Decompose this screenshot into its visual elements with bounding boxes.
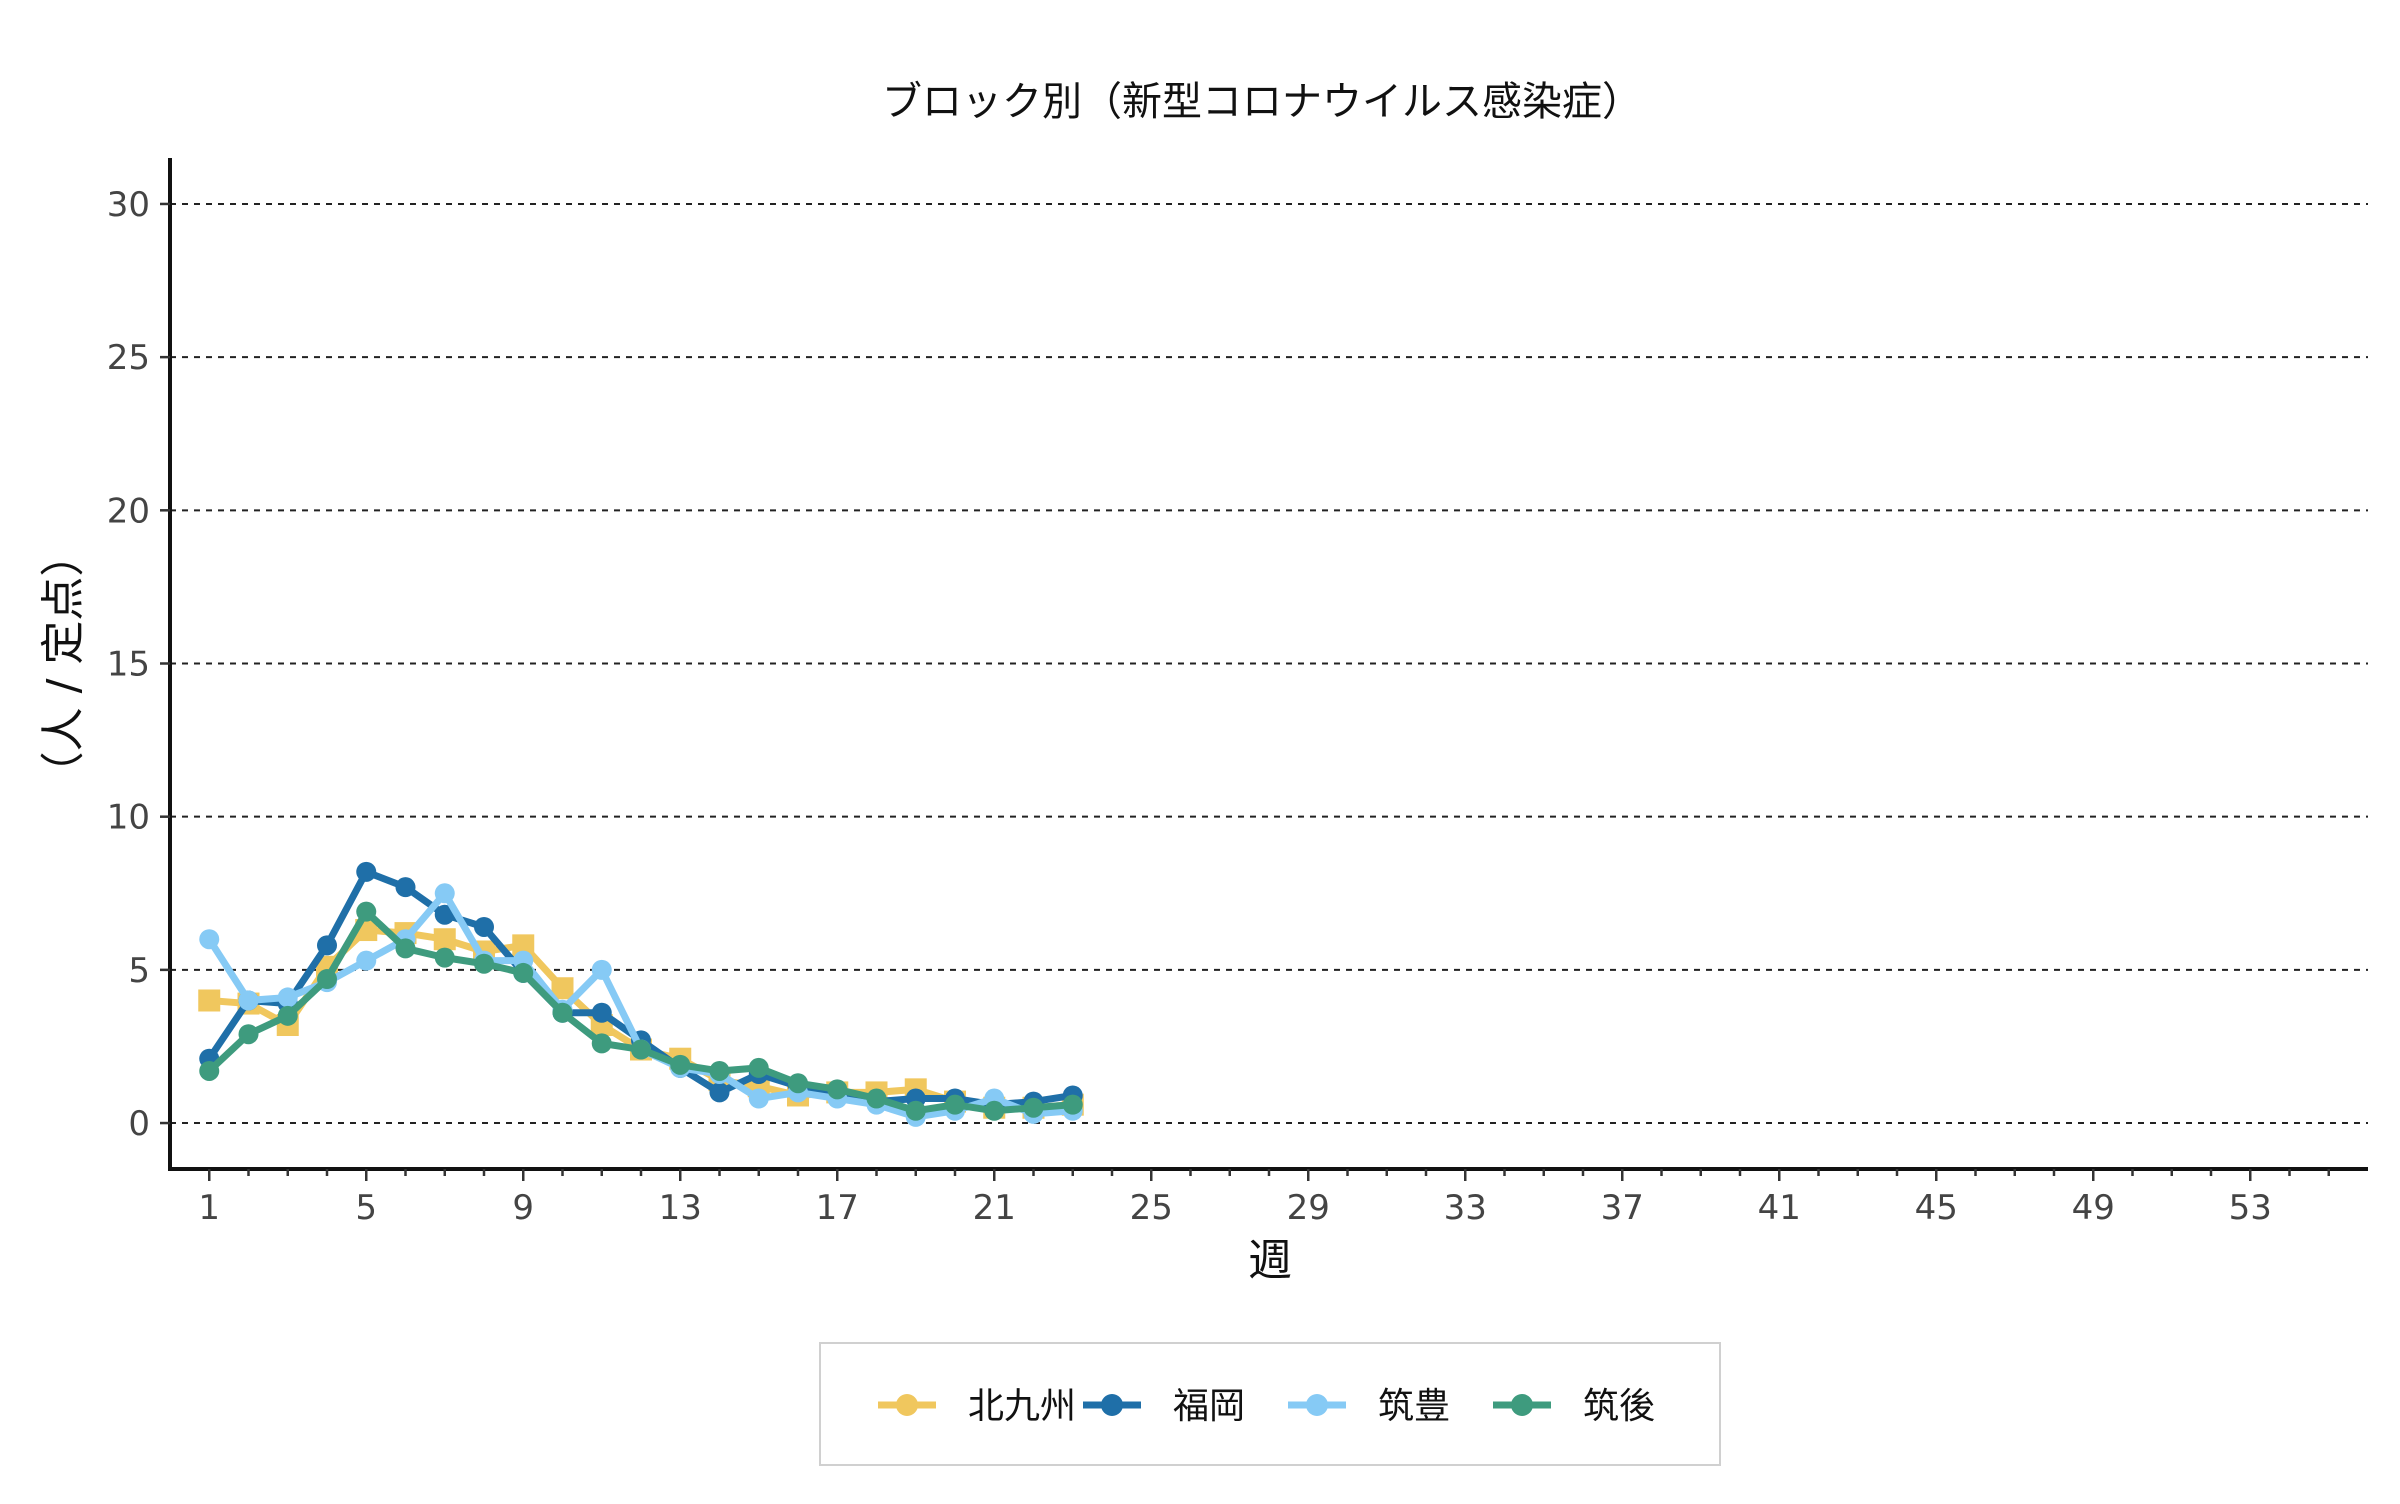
series-line	[205, 868, 1077, 1109]
x-tick-label: 45	[1915, 1188, 1958, 1228]
data-point	[199, 1060, 220, 1081]
data-point	[356, 861, 377, 882]
x-tick-label: 9	[512, 1188, 534, 1228]
data-point	[277, 987, 298, 1008]
data-point	[198, 989, 221, 1012]
y-tick-label: 0	[128, 1104, 150, 1144]
data-point	[474, 953, 494, 974]
data-point	[866, 1088, 887, 1109]
legend-swatch-marker	[896, 1394, 918, 1416]
data-point	[1062, 1094, 1083, 1115]
legend-swatch-marker	[1306, 1394, 1328, 1416]
y-tick-label: 30	[107, 185, 150, 225]
legend-swatch-marker	[1511, 1394, 1533, 1416]
x-tick-label: 41	[1758, 1188, 1801, 1228]
x-tick-label: 29	[1287, 1188, 1330, 1228]
y-tick-label: 15	[107, 645, 150, 685]
x-tick-label: 33	[1444, 1188, 1487, 1228]
y-tick-label: 10	[107, 798, 150, 838]
data-point	[709, 1060, 730, 1081]
x-tick-label: 13	[659, 1188, 702, 1228]
legend-item: 筑後	[1493, 1386, 1655, 1427]
data-point	[317, 935, 337, 956]
x-axis-label: 週	[1248, 1235, 1292, 1286]
data-point	[395, 938, 416, 959]
data-point	[199, 929, 220, 950]
x-tick-label: 37	[1601, 1188, 1644, 1228]
data-point	[748, 1088, 769, 1109]
legend-item: 福岡	[1083, 1386, 1245, 1427]
x-tick-label: 53	[2229, 1188, 2272, 1228]
x-tick-label: 17	[816, 1188, 859, 1228]
data-point	[434, 947, 455, 968]
legend-label: 筑豊	[1378, 1386, 1450, 1427]
data-point	[434, 904, 455, 925]
data-point	[670, 1054, 691, 1075]
legend-item: 筑豊	[1288, 1386, 1450, 1427]
data-point	[1023, 1097, 1044, 1118]
data-point	[434, 883, 455, 904]
data-point	[945, 1094, 965, 1115]
data-point	[317, 969, 337, 990]
legend-item: 北九州	[878, 1386, 1076, 1427]
legend-box	[819, 1342, 1721, 1466]
data-point	[552, 1002, 573, 1023]
x-tick-label: 21	[973, 1188, 1016, 1228]
data-point	[591, 1033, 612, 1054]
data-point	[513, 962, 534, 983]
data-point	[395, 877, 416, 898]
data-point	[238, 1024, 259, 1045]
data-point	[512, 934, 535, 957]
x-tick-label: 25	[1130, 1188, 1173, 1228]
data-point	[631, 1039, 651, 1060]
data-point	[433, 928, 456, 951]
data-point	[277, 1005, 298, 1026]
data-point	[591, 1002, 612, 1023]
y-tick-label: 25	[107, 338, 150, 378]
data-point	[356, 950, 377, 971]
data-point	[905, 1100, 926, 1121]
legend-swatch-marker	[1101, 1394, 1123, 1416]
data-point	[788, 1073, 808, 1094]
x-tick-label: 5	[355, 1188, 377, 1228]
chart-title: ブロック別（新型コロナウイルス感染症）	[882, 79, 1642, 125]
data-point	[356, 901, 377, 922]
gridlines	[170, 202, 2368, 1125]
data-point	[984, 1100, 1005, 1121]
data-point	[591, 959, 612, 980]
legend-items: 北九州 福岡 筑豊 筑後	[878, 1386, 1655, 1427]
series-group	[199, 901, 1083, 1121]
data-point	[827, 1079, 848, 1100]
x-tick-label: 49	[2072, 1188, 2115, 1228]
data-point	[748, 1057, 769, 1078]
series-line	[205, 908, 1077, 1115]
data-point	[551, 977, 574, 1000]
legend-label: 北九州	[968, 1386, 1076, 1427]
legend: 北九州 福岡 筑豊 筑後	[819, 1342, 1721, 1466]
legend-label: 筑後	[1583, 1386, 1655, 1427]
y-tick-label: 20	[107, 491, 150, 531]
legend-label: 福岡	[1173, 1386, 1245, 1427]
data-point	[238, 990, 259, 1011]
y-axis-label: （人 / 定点）	[38, 533, 89, 796]
y-tick-label: 5	[128, 951, 150, 991]
data-point	[474, 916, 494, 937]
series	[198, 861, 1084, 1127]
x-tick-label: 1	[198, 1188, 220, 1228]
data-point	[709, 1082, 730, 1103]
